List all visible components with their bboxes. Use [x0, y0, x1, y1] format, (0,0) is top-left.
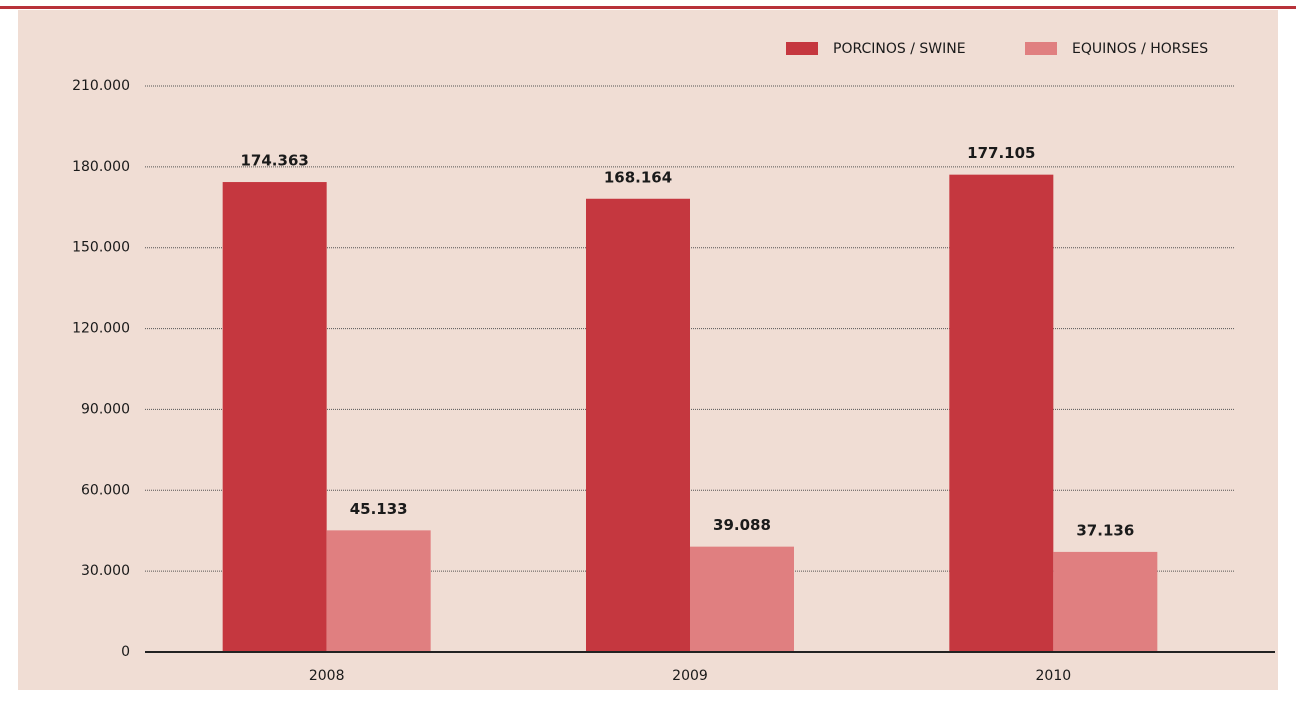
legend-swatch — [786, 42, 818, 55]
data-label: 37.136 — [1076, 521, 1134, 539]
header-rule — [0, 6, 1296, 9]
bar — [1053, 551, 1158, 652]
data-label: 45.133 — [350, 500, 408, 518]
y-tick-label: 180.000 — [72, 159, 130, 175]
x-tick-label: 2009 — [672, 668, 708, 684]
y-tick-label: 210.000 — [72, 78, 130, 94]
data-label: 174.363 — [241, 152, 309, 170]
bar — [326, 530, 431, 652]
legend-swatch — [1025, 42, 1057, 55]
data-label: 168.164 — [604, 168, 672, 186]
legend-label: EQUINOS / HORSES — [1072, 41, 1208, 57]
x-tick-label: 2008 — [309, 668, 345, 684]
y-tick-label: 90.000 — [81, 401, 130, 417]
x-tick-label: 2010 — [1036, 668, 1072, 684]
y-tick-label: 30.000 — [81, 563, 130, 579]
y-tick-label: 60.000 — [81, 482, 130, 498]
bar — [690, 546, 794, 652]
legend-label: PORCINOS / SWINE — [833, 41, 966, 57]
bar — [949, 174, 1054, 652]
y-tick-label: 120.000 — [72, 321, 130, 337]
y-tick-label: 150.000 — [72, 240, 130, 256]
bar — [586, 198, 690, 652]
bar — [222, 182, 327, 652]
y-tick-label: 0 — [121, 644, 130, 660]
data-label: 177.105 — [967, 144, 1035, 162]
data-label: 39.088 — [713, 516, 771, 534]
